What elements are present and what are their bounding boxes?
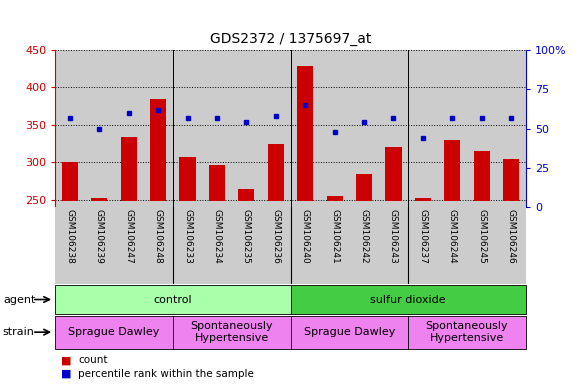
Text: GSM106240: GSM106240 [301,209,310,264]
Text: percentile rank within the sample: percentile rank within the sample [78,369,254,379]
Text: GSM106241: GSM106241 [330,209,339,264]
Bar [91,198,107,201]
Bar [55,285,290,314]
Bar [474,151,490,201]
Text: GSM106234: GSM106234 [213,209,221,264]
Bar [209,166,225,201]
Text: GSM106243: GSM106243 [389,209,398,264]
Text: Sprague Dawley: Sprague Dawley [69,327,160,337]
Bar [150,99,166,201]
Text: ■: ■ [61,369,71,379]
Text: GSM106246: GSM106246 [507,209,515,264]
Text: agent: agent [3,295,35,305]
Bar [415,198,431,201]
Text: GSM106242: GSM106242 [360,209,368,263]
Bar [503,159,519,201]
Bar [356,174,372,201]
Text: ■: ■ [61,355,71,365]
Bar [408,316,526,349]
Bar [297,66,313,201]
Bar [444,140,460,201]
Bar [385,147,401,201]
Bar [121,137,137,201]
Text: Spontaneously
Hypertensive: Spontaneously Hypertensive [426,321,508,343]
Text: count: count [78,355,108,365]
Text: GSM106248: GSM106248 [153,209,163,264]
Text: GSM106237: GSM106237 [418,209,428,264]
Text: GSM106245: GSM106245 [477,209,486,264]
Text: GSM106238: GSM106238 [66,209,74,264]
Text: GSM106236: GSM106236 [271,209,280,264]
Text: GSM106233: GSM106233 [183,209,192,264]
Text: Sprague Dawley: Sprague Dawley [304,327,395,337]
Text: strain: strain [3,327,35,337]
Bar [268,144,284,201]
Text: control: control [153,295,192,305]
Bar [327,196,343,201]
Bar [173,316,290,349]
Bar [290,316,408,349]
Text: GSM106235: GSM106235 [242,209,251,264]
Title: GDS2372 / 1375697_at: GDS2372 / 1375697_at [210,32,371,46]
Bar [290,285,526,314]
Text: GSM106239: GSM106239 [95,209,104,264]
Text: sulfur dioxide: sulfur dioxide [370,295,446,305]
Bar [55,316,173,349]
Bar [238,189,254,201]
Text: Spontaneously
Hypertensive: Spontaneously Hypertensive [191,321,273,343]
Bar [180,157,196,201]
Text: GSM106247: GSM106247 [124,209,133,264]
Bar [62,162,78,201]
Text: GSM106244: GSM106244 [448,209,457,263]
